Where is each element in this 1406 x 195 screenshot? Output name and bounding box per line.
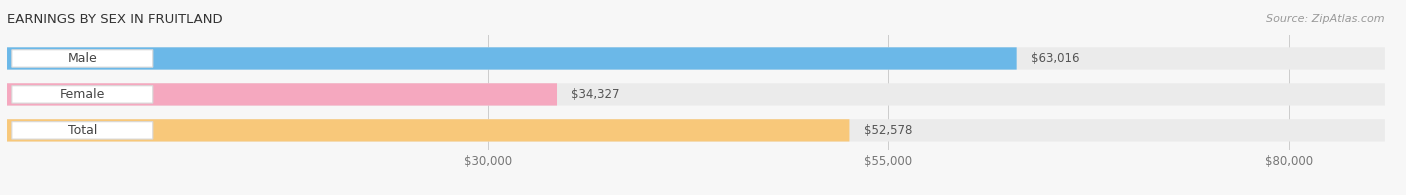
FancyBboxPatch shape — [7, 47, 1017, 70]
Text: $34,327: $34,327 — [571, 88, 620, 101]
FancyBboxPatch shape — [7, 119, 1385, 142]
Text: $52,578: $52,578 — [863, 124, 912, 137]
Text: EARNINGS BY SEX IN FRUITLAND: EARNINGS BY SEX IN FRUITLAND — [7, 13, 222, 26]
Text: $63,016: $63,016 — [1031, 52, 1080, 65]
FancyBboxPatch shape — [7, 83, 1385, 105]
FancyBboxPatch shape — [7, 83, 557, 105]
FancyBboxPatch shape — [11, 122, 153, 139]
FancyBboxPatch shape — [7, 47, 1385, 70]
FancyBboxPatch shape — [11, 50, 153, 67]
FancyBboxPatch shape — [11, 86, 153, 103]
Text: Source: ZipAtlas.com: Source: ZipAtlas.com — [1267, 14, 1385, 24]
Text: Male: Male — [67, 52, 97, 65]
FancyBboxPatch shape — [7, 119, 849, 142]
Text: Female: Female — [59, 88, 105, 101]
Text: Total: Total — [67, 124, 97, 137]
